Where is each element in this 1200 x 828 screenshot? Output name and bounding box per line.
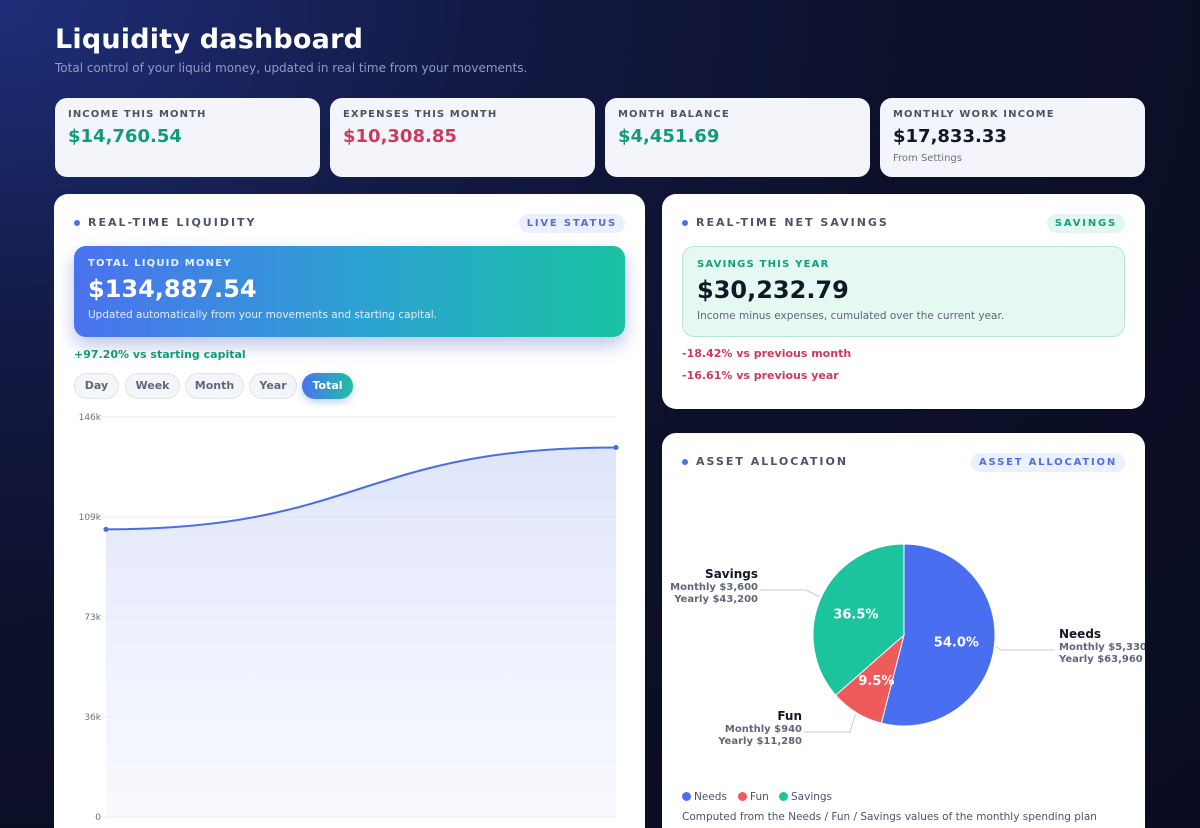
asset-allocation-panel: ASSET ALLOCATION ASSET ALLOCATION 54.0% N… [662, 433, 1145, 828]
y-tick-label: 73k [84, 613, 101, 623]
stat-card-work-income: MONTHLY WORK INCOME $17,833.33 From Sett… [880, 98, 1145, 177]
legend-swatch [738, 792, 747, 801]
slice-yearly-label: Yearly $43,200 [673, 594, 758, 605]
slice-yearly-label: Yearly $63,960 [1058, 654, 1143, 665]
tab-day[interactable]: Day [74, 373, 119, 399]
y-tick-label: 109k [79, 513, 102, 523]
pie-slice-savings [812, 543, 905, 696]
liquidity-panel: REAL-TIME LIQUIDITY LIVE STATUS TOTAL LI… [54, 194, 645, 828]
change-vs-previous-month: -18.42% vs previous month [682, 347, 852, 360]
panel-header: REAL-TIME LIQUIDITY LIVE STATUS [74, 212, 625, 234]
panel-title: ASSET ALLOCATION [682, 455, 848, 468]
stat-label: MONTHLY WORK INCOME [893, 109, 1055, 120]
stat-card-expenses: EXPENSES THIS MONTH $10,308.85 [330, 98, 595, 177]
legend-label: Needs [694, 791, 727, 803]
series-line [105, 446, 617, 531]
legend-fun: Fun [738, 791, 769, 803]
savings-label: SAVINGS THIS YEAR [697, 259, 830, 270]
legend-label: Fun [750, 791, 769, 803]
y-tick-label: 36k [84, 713, 101, 723]
panel-header: REAL-TIME NET SAVINGS SAVINGS [682, 212, 1125, 234]
slice-yearly-label: Yearly $11,280 [717, 736, 802, 747]
area-fill [106, 447, 616, 817]
panel-header: ASSET ALLOCATION ASSET ALLOCATION [682, 451, 1125, 473]
hero-label: TOTAL LIQUID MONEY [88, 258, 232, 269]
asset-allocation-badge: ASSET ALLOCATION [971, 453, 1125, 472]
savings-note: Income minus expenses, cumulated over th… [697, 310, 1005, 322]
panel-title: REAL-TIME LIQUIDITY [74, 216, 257, 229]
slice-percent-label: 9.5% [858, 674, 894, 689]
stat-value: $4,451.69 [618, 126, 720, 147]
stat-value: $10,308.85 [343, 126, 457, 147]
tab-week[interactable]: Week [125, 373, 180, 399]
tab-total[interactable]: Total [302, 373, 353, 399]
page-subtitle: Total control of your liquid money, upda… [55, 61, 528, 75]
change-vs-starting-capital: +97.20% vs starting capital [74, 348, 246, 361]
slice-name-label: Fun [777, 709, 802, 723]
stat-label: MONTH BALANCE [618, 109, 730, 120]
pie-slice-needs [880, 543, 996, 727]
stat-value: $14,760.54 [68, 126, 182, 147]
total-liquid-money-card: TOTAL LIQUID MONEY $134,887.54 Updated a… [74, 246, 625, 337]
savings-value: $30,232.79 [697, 276, 849, 304]
slice-percent-label: 54.0% [934, 636, 979, 651]
stat-label: EXPENSES THIS MONTH [343, 109, 498, 120]
legend-savings: Savings [779, 791, 832, 803]
savings-badge: SAVINGS [1046, 214, 1125, 233]
stat-card-balance: MONTH BALANCE $4,451.69 [605, 98, 870, 177]
stat-note: From Settings [893, 153, 962, 164]
stat-value: $17,833.33 [893, 126, 1007, 147]
data-point [613, 444, 619, 451]
savings-this-year-card: SAVINGS THIS YEAR $30,232.79 Income minu… [682, 246, 1125, 337]
leader-line [804, 714, 856, 733]
hero-note: Updated automatically from your movement… [88, 309, 437, 321]
stat-card-income: INCOME THIS MONTH $14,760.54 [55, 98, 320, 177]
change-vs-previous-year: -16.61% vs previous year [682, 369, 839, 382]
leader-line [995, 646, 1055, 651]
allocation-footnote: Computed from the Needs / Fun / Savings … [682, 811, 1097, 823]
slice-percent-label: 36.5% [833, 607, 878, 622]
y-tick-label: 0 [95, 813, 101, 823]
net-savings-panel: REAL-TIME NET SAVINGS SAVINGS SAVINGS TH… [662, 194, 1145, 409]
liquidity-area-chart: 146k 109k 73k 36k 0 [79, 413, 619, 823]
hero-value: $134,887.54 [88, 275, 257, 303]
slice-name-label: Needs [1059, 627, 1101, 641]
data-point [103, 526, 109, 532]
legend-swatch [682, 792, 691, 801]
legend-label: Savings [791, 791, 833, 803]
page-title: Liquidity dashboard [55, 24, 364, 55]
legend-needs: Needs [682, 791, 727, 803]
live-status-badge: LIVE STATUS [518, 214, 625, 233]
y-tick-label: 146k [79, 413, 102, 423]
legend-swatch [779, 792, 788, 801]
slice-name-label: Savings [705, 567, 758, 581]
tab-year[interactable]: Year [249, 373, 297, 399]
stat-label: INCOME THIS MONTH [68, 109, 207, 120]
slice-monthly-label: Monthly $940 [725, 724, 802, 735]
slice-monthly-label: Monthly $3,600 [670, 582, 758, 593]
tab-month[interactable]: Month [185, 373, 244, 399]
slice-monthly-label: Monthly $5,330 [1059, 642, 1145, 653]
panel-title: REAL-TIME NET SAVINGS [682, 216, 889, 229]
leader-line [760, 589, 820, 598]
